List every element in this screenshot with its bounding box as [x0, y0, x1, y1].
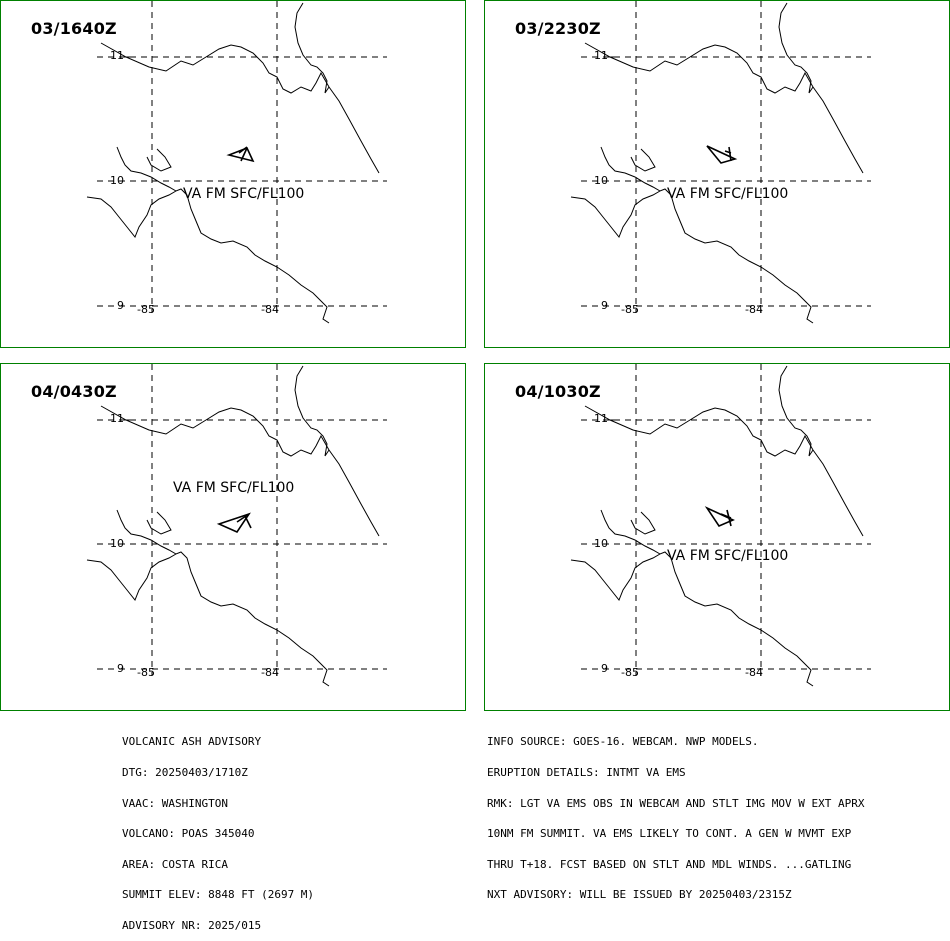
north-coastline [294, 2, 330, 94]
gulf-coastline [146, 148, 172, 172]
lat-label-10: 10 [594, 174, 608, 187]
nicoya-peninsula-coastline [86, 553, 177, 601]
lat-label-9: 9 [601, 662, 608, 675]
lon-label-84: -84 [261, 303, 279, 316]
lon-label-85: -85 [137, 666, 155, 679]
ash-plume-polygon [226, 146, 255, 163]
lon-label-84: -84 [745, 303, 763, 316]
ash-cloud-label: VA FM SFC/FL100 [667, 186, 789, 202]
lat-label-10: 10 [594, 537, 608, 550]
ash-plume-stroke [238, 146, 248, 154]
gulf-coastline [146, 511, 172, 535]
lon-label-85: -85 [137, 303, 155, 316]
ash-plume-polygon [706, 145, 738, 164]
north-coastline [778, 365, 814, 457]
panel-time-label: 04/1030Z [515, 382, 601, 401]
lat-label-9: 9 [601, 299, 608, 312]
lat-label-10: 10 [110, 537, 124, 550]
advisory-area: AREA: COSTA RICA [122, 857, 228, 871]
map-panel-3: 04/0430Z 11 10 9 -85 -84 VA FM SFC/FL100 [0, 363, 466, 711]
map-graphic [570, 364, 871, 687]
ash-plume-stroke [728, 146, 732, 162]
panel-time-label: 03/1640Z [31, 19, 117, 38]
ash-plume-stroke [236, 513, 250, 523]
advisory-dtg: DTG: 20250403/1710Z [122, 766, 248, 780]
ash-plume-polygon [216, 512, 251, 534]
ash-plume-stroke [240, 147, 248, 162]
lat-label-9: 9 [117, 299, 124, 312]
lon-label-84: -84 [261, 666, 279, 679]
lat-label-11: 11 [594, 412, 608, 425]
advisory-summit-elev: SUMMIT ELEV: 8848 FT (2697 M) [122, 888, 315, 902]
nicoya-peninsula-coastline [570, 190, 661, 238]
advisory-number: ADVISORY NR: 2025/015 [122, 919, 262, 933]
panel-time-label: 04/0430Z [31, 382, 117, 401]
gulf-coastline [630, 511, 656, 535]
pacific-coastline [600, 146, 814, 324]
advisory-volcano: VOLCANO: POAS 345040 [122, 827, 255, 841]
map-graphic [86, 1, 387, 324]
nicoya-peninsula-coastline [570, 553, 661, 601]
advisory-next: NXT ADVISORY: WILL BE ISSUED BY 20250403… [487, 888, 792, 902]
pacific-coastline [600, 509, 814, 687]
caribbean-coastline [100, 42, 380, 174]
map-panel-4: 04/1030Z 11 10 9 -85 -84 VA FM SFC/FL100 [484, 363, 950, 711]
lat-label-10: 10 [110, 174, 124, 187]
lat-label-11: 11 [594, 49, 608, 62]
panel-time-label: 03/2230Z [515, 19, 601, 38]
caribbean-coastline [584, 42, 864, 174]
map-panel-1: 03/1640Z 11 10 9 -85 -84 VA FM SFC/FL100 [0, 0, 466, 348]
caribbean-coastline [584, 405, 864, 537]
lat-label-9: 9 [117, 662, 124, 675]
ash-plume-stroke [244, 515, 252, 529]
ash-cloud-label: VA FM SFC/FL100 [183, 186, 305, 202]
pacific-coastline [116, 509, 330, 687]
advisory-remarks-1: RMK: LGT VA EMS OBS IN WEBCAM AND STLT I… [487, 796, 865, 810]
advisory-remarks-text: INFO SOURCE: GOES-16. WEBCAM. NWP MODELS… [487, 717, 865, 911]
ash-cloud-label: VA FM SFC/FL100 [173, 480, 295, 496]
map-panel-2: 03/2230Z 11 10 9 -85 -84 VA FM SFC/FL100 [484, 0, 950, 348]
map-graphic [570, 1, 871, 324]
advisory-remarks-3: THRU T+18. FCST BASED ON STLT AND MDL WI… [487, 857, 852, 871]
north-coastline [294, 365, 330, 457]
north-coastline [778, 2, 814, 94]
pacific-coastline [116, 146, 330, 324]
lat-label-11: 11 [110, 412, 124, 425]
lat-label-11: 11 [110, 49, 124, 62]
lon-label-85: -85 [621, 666, 639, 679]
ash-plume-polygon [704, 506, 735, 527]
nicoya-peninsula-coastline [86, 190, 177, 238]
map-graphic [86, 364, 387, 687]
caribbean-coastline [100, 405, 380, 537]
ash-plume-stroke [726, 509, 732, 527]
advisory-remarks-2: 10NM FM SUMMIT. VA EMS LIKELY TO CONT. A… [487, 827, 852, 841]
advisory-header-text: VOLCANIC ASH ADVISORY DTG: 20250403/1710… [122, 717, 314, 941]
advisory-title: VOLCANIC ASH ADVISORY [122, 735, 262, 749]
gulf-coastline [630, 148, 656, 172]
advisory-vaac: VAAC: WASHINGTON [122, 796, 228, 810]
lon-label-85: -85 [621, 303, 639, 316]
advisory-info-source: INFO SOURCE: GOES-16. WEBCAM. NWP MODELS… [487, 735, 759, 749]
lon-label-84: -84 [745, 666, 763, 679]
ash-cloud-label: VA FM SFC/FL100 [667, 548, 789, 564]
advisory-eruption-details: ERUPTION DETAILS: INTMT VA EMS [487, 766, 686, 780]
